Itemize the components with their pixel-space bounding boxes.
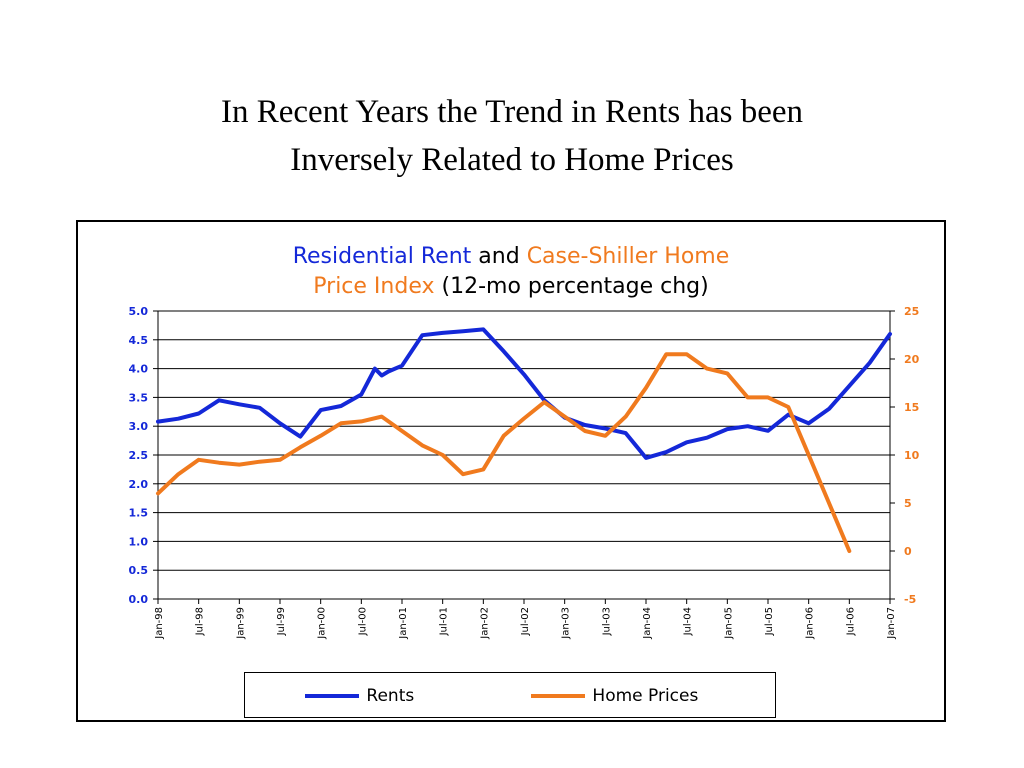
y-left-tick-label: 2.0 — [129, 478, 149, 491]
x-tick-label: Jul-02 — [520, 607, 531, 636]
y-left-tick-label: 4.0 — [129, 363, 149, 376]
y-left-tick-label: 5.0 — [129, 305, 149, 318]
x-tick-label: Jan-03 — [561, 607, 572, 640]
chart-title-line1: Residential Rent and Case-Shiller Home — [78, 242, 944, 272]
chart-frame: Residential Rent and Case-Shiller Home P… — [76, 220, 946, 722]
legend-item-home-prices: Home Prices — [531, 685, 698, 707]
x-tick-label: Jul-01 — [439, 607, 450, 636]
series-line-rents — [156, 327, 892, 460]
x-tick-label: Jul-06 — [845, 607, 856, 636]
line-chart: 0.0 0.5 1.0 1.5 2.0 2.5 3.0 3.5 4.0 4.5 5.0 -5 0 5 10 1… — [129, 305, 920, 640]
x-tick-label: Jul-98 — [195, 607, 206, 636]
chart-title: Residential Rent and Case-Shiller Home P… — [78, 242, 944, 302]
x-tick-label: Jan-00 — [317, 607, 328, 640]
slide-title: In Recent Years the Trend in Rents has b… — [0, 88, 1024, 184]
chart-title-price-index: Price Index — [313, 274, 435, 299]
x-tick-label: Jul-04 — [683, 607, 694, 636]
x-tick-label: Jan-02 — [479, 607, 490, 640]
x-tick-label: Jan-99 — [235, 607, 246, 640]
y-left-tick-label: 3.0 — [129, 420, 149, 433]
y-right-tick-label: -5 — [904, 593, 916, 606]
x-tick-label: Jan-98 — [154, 607, 165, 640]
legend: Rents Home Prices — [244, 672, 776, 718]
y-left-tick-label: 4.5 — [129, 334, 149, 347]
y-left-tick-label: 1.5 — [129, 507, 149, 520]
x-tick-label: Jul-99 — [276, 607, 287, 636]
x-tick-label: Jan-07 — [886, 607, 897, 640]
legend-item-rents: Rents — [305, 685, 414, 707]
y-left-tick-label: 1.0 — [129, 535, 149, 548]
chart-title-and: and — [471, 244, 527, 269]
chart-title-case-shiller: Case-Shiller Home — [526, 244, 730, 269]
x-tick-label: Jul-05 — [764, 607, 775, 636]
y-right-tick-label: 20 — [904, 353, 920, 366]
legend-swatch-home-prices — [531, 694, 585, 698]
legend-label-rents: Rents — [366, 686, 415, 706]
y-left-tick-label: 3.5 — [129, 391, 149, 404]
y-left-tick-label: 0.0 — [129, 593, 149, 606]
y-left-tick-label: 0.5 — [129, 564, 149, 577]
chart-title-subtitle: (12-mo percentage chg) — [434, 274, 709, 299]
x-tick-label: Jan-01 — [398, 607, 409, 640]
y-left-tick-label: 2.5 — [129, 449, 149, 462]
y-right-tick-label: 10 — [904, 449, 920, 462]
x-tick-label: Jan-06 — [805, 607, 816, 640]
x-tick-label: Jul-03 — [601, 607, 612, 636]
slide-title-line1: In Recent Years the Trend in Rents has b… — [220, 94, 803, 130]
slide-title-line2: Inversely Related to Home Prices — [290, 142, 734, 178]
series-line-home-prices — [156, 352, 852, 553]
y-right-tick-label: 0 — [904, 545, 912, 558]
y-right-tick-label: 15 — [904, 401, 919, 414]
y-right-tick-label: 5 — [904, 497, 912, 510]
x-tick-label: Jan-04 — [642, 607, 653, 640]
chart-title-line2: Price Index (12-mo percentage chg) — [78, 272, 944, 302]
x-tick-label: Jan-05 — [723, 607, 734, 640]
y-right-tick-label: 25 — [904, 305, 919, 318]
x-tick-label: Jul-00 — [357, 607, 368, 636]
legend-label-home-prices: Home Prices — [592, 686, 699, 706]
legend-swatch-rents — [305, 694, 359, 698]
chart-title-rent: Residential Rent — [292, 244, 472, 269]
